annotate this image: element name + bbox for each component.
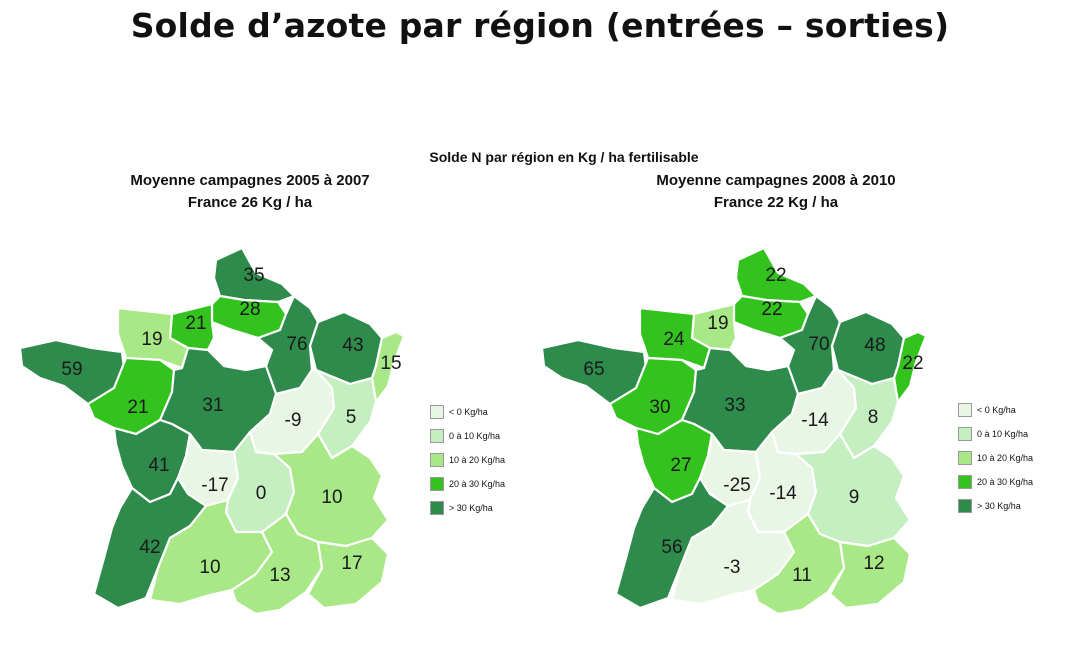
legend-swatch (958, 451, 972, 465)
region-value-midi-pyrenees: 10 (199, 557, 220, 578)
region-value-paca: 12 (863, 553, 884, 574)
left-map-legend: < 0 Kg/ha 0 à 10 Kg/ha 10 à 20 Kg/ha 20 … (430, 400, 505, 520)
page-title: Solde d’azote par région (entrées – sort… (130, 6, 950, 45)
map-subtitle: Solde N par région en Kg / ha fertilisab… (429, 149, 699, 165)
region-rhone-alpes (272, 432, 390, 548)
legend-label: 0 à 10 Kg/ha (977, 429, 1029, 439)
region-value-champagne-ardenne: 76 (286, 334, 307, 355)
region-alsace (370, 330, 406, 404)
legend-swatch (958, 475, 972, 489)
region-value-centre: 33 (724, 395, 745, 416)
region-value-basse-normandie: 24 (663, 329, 685, 350)
region-value-basse-normandie: 19 (141, 329, 162, 350)
region-value-nord-pas-de-calais: 22 (765, 265, 786, 286)
region-value-languedoc-roussillon: 13 (269, 565, 290, 586)
region-paca (828, 536, 912, 610)
legend-item: 20 à 30 Kg/ha (958, 470, 1033, 494)
region-value-franche-comte: 8 (868, 407, 879, 428)
region-value-centre: 31 (202, 395, 223, 416)
region-value-rhone-alpes: 9 (849, 487, 860, 508)
region-value-alsace: 22 (902, 353, 923, 374)
legend-item: 20 à 30 Kg/ha (430, 472, 505, 496)
region-value-poitou-charentes: 41 (148, 455, 169, 476)
legend-item: < 0 Kg/ha (430, 400, 505, 424)
region-value-lorraine: 48 (864, 335, 885, 356)
legend-swatch (430, 477, 444, 491)
right-map-period: Moyenne campagnes 2008 à 2010 (656, 172, 896, 189)
region-value-midi-pyrenees: -3 (724, 557, 741, 578)
region-languedoc-roussillon (230, 512, 324, 616)
region-value-alsace: 15 (380, 353, 401, 374)
legend-item: 0 à 10 Kg/ha (430, 424, 505, 448)
legend-item: 10 à 20 Kg/ha (958, 446, 1033, 470)
legend-swatch (430, 453, 444, 467)
right-choropleth-map: 22 22 19 24 70 48 22 65 30 33 -14 8 27 -25 -14 9 56 -3 11 1… (540, 246, 928, 616)
region-nord-pas-de-calais (734, 246, 818, 304)
region-value-poitou-charentes: 27 (670, 455, 691, 476)
region-value-bourgogne: -14 (801, 410, 829, 431)
region-value-aquitaine: 42 (139, 537, 160, 558)
legend-item: < 0 Kg/ha (958, 398, 1033, 422)
legend-label: < 0 Kg/ha (449, 407, 488, 417)
region-value-franche-comte: 5 (346, 407, 357, 428)
region-value-aquitaine: 56 (661, 537, 682, 558)
region-value-limousin: -17 (201, 475, 228, 496)
region-value-nord-pas-de-calais: 35 (243, 265, 264, 286)
legend-item: 10 à 20 Kg/ha (430, 448, 505, 472)
region-value-bourgogne: -9 (285, 410, 302, 431)
legend-label: 0 à 10 Kg/ha (449, 431, 501, 441)
right-map-header: Moyenne campagnes 2008 à 2010 France 22 … (626, 170, 926, 214)
region-nord-pas-de-calais (212, 246, 296, 304)
region-value-auvergne: -14 (769, 483, 797, 504)
legend-swatch (430, 405, 444, 419)
legend-swatch (430, 501, 444, 515)
legend-label: 10 à 20 Kg/ha (449, 455, 506, 465)
legend-item: > 30 Kg/ha (430, 496, 505, 520)
legend-item: > 30 Kg/ha (958, 494, 1033, 518)
region-value-bretagne: 59 (61, 359, 82, 380)
left-map-period: Moyenne campagnes 2005 à 2007 (130, 172, 370, 189)
region-value-rhone-alpes: 10 (321, 487, 342, 508)
legend-swatch (430, 429, 444, 443)
legend-item: 0 à 10 Kg/ha (958, 422, 1033, 446)
legend-label: > 30 Kg/ha (449, 503, 493, 513)
legend-label: > 30 Kg/ha (977, 501, 1021, 511)
legend-swatch (958, 499, 972, 513)
legend-swatch (958, 427, 972, 441)
left-map-national-average: France 26 Kg / ha (187, 194, 313, 211)
left-choropleth-map: 35 28 21 19 76 43 15 59 21 31 -9 5 41 -17 0 10 42 10 13 17 (18, 246, 406, 616)
region-value-bretagne: 65 (583, 359, 604, 380)
region-value-auvergne: 0 (256, 483, 267, 504)
region-value-paca: 17 (341, 553, 362, 574)
region-alsace (892, 330, 928, 404)
region-value-pays-de-la-loire: 21 (127, 397, 148, 418)
region-value-haute-normandie: 21 (185, 313, 206, 334)
region-value-champagne-ardenne: 70 (808, 334, 829, 355)
legend-label: < 0 Kg/ha (977, 405, 1016, 415)
region-paca (306, 536, 390, 610)
legend-label: 20 à 30 Kg/ha (977, 477, 1034, 487)
right-map-legend: < 0 Kg/ha 0 à 10 Kg/ha 10 à 20 Kg/ha 20 … (958, 398, 1033, 518)
left-map-header: Moyenne campagnes 2005 à 2007 France 26 … (100, 170, 400, 214)
right-map-national-average: France 22 Kg / ha (713, 194, 839, 211)
region-value-picardie: 28 (239, 299, 260, 320)
region-languedoc-roussillon (752, 512, 846, 616)
region-value-lorraine: 43 (342, 335, 363, 356)
legend-label: 10 à 20 Kg/ha (977, 453, 1034, 463)
legend-swatch (958, 403, 972, 417)
region-value-pays-de-la-loire: 30 (649, 397, 670, 418)
region-rhone-alpes (794, 432, 912, 548)
legend-label: 20 à 30 Kg/ha (449, 479, 506, 489)
region-value-haute-normandie: 19 (707, 313, 728, 334)
region-value-languedoc-roussillon: 11 (792, 565, 812, 586)
region-value-limousin: -25 (723, 475, 750, 496)
region-value-picardie: 22 (761, 299, 782, 320)
